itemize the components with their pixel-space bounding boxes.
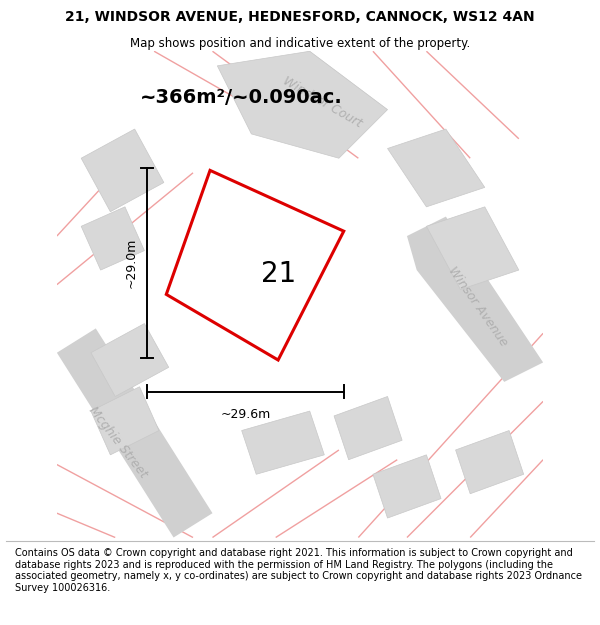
Text: Winsor Avenue: Winsor Avenue: [445, 264, 510, 349]
Polygon shape: [334, 396, 402, 460]
Polygon shape: [81, 207, 145, 270]
Polygon shape: [427, 207, 519, 289]
Polygon shape: [91, 387, 159, 455]
Polygon shape: [388, 129, 485, 207]
Text: Windsor Court: Windsor Court: [280, 74, 364, 130]
Polygon shape: [455, 431, 524, 494]
Text: Mcghie Street: Mcghie Street: [86, 404, 149, 481]
Polygon shape: [91, 324, 169, 396]
Polygon shape: [373, 455, 441, 518]
Text: Contains OS data © Crown copyright and database right 2021. This information is : Contains OS data © Crown copyright and d…: [15, 548, 582, 592]
Polygon shape: [242, 51, 388, 149]
Polygon shape: [57, 328, 212, 538]
Polygon shape: [407, 217, 543, 382]
Text: 21: 21: [261, 260, 296, 288]
Polygon shape: [217, 51, 388, 158]
Text: 21, WINDSOR AVENUE, HEDNESFORD, CANNOCK, WS12 4AN: 21, WINDSOR AVENUE, HEDNESFORD, CANNOCK,…: [65, 10, 535, 24]
Text: Map shows position and indicative extent of the property.: Map shows position and indicative extent…: [130, 37, 470, 50]
Text: ~366m²/~0.090ac.: ~366m²/~0.090ac.: [140, 88, 343, 107]
Polygon shape: [242, 411, 325, 474]
Polygon shape: [81, 129, 164, 212]
Text: ~29.0m: ~29.0m: [125, 238, 138, 288]
Text: ~29.6m: ~29.6m: [220, 409, 271, 421]
